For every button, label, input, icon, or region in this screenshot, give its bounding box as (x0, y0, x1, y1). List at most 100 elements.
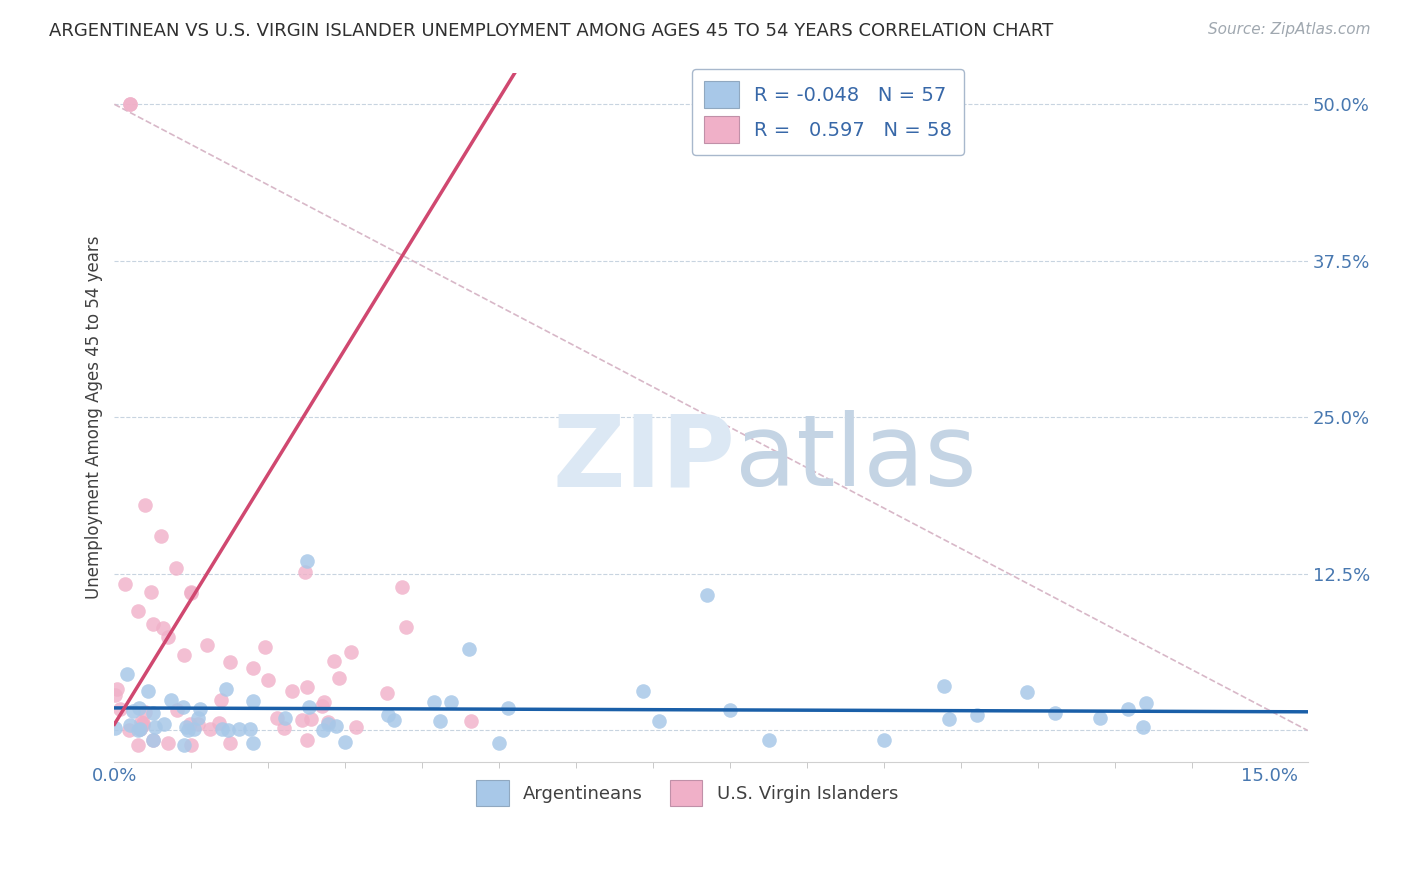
Point (128, 701, 150, 715)
Point (295, 733, 318, 747)
Point (183, 723, 205, 737)
Point (127, 723, 149, 737)
Point (873, 733, 896, 747)
Point (142, 617, 165, 632)
Point (335, 735, 357, 749)
Point (122, 704, 145, 718)
Point (1116, 702, 1139, 716)
Point (294, 566, 316, 580)
Text: ZIP: ZIP (553, 410, 735, 508)
Point (104, 688, 127, 702)
Point (460, 714, 482, 729)
Point (157, 736, 180, 750)
Point (429, 714, 451, 728)
Point (295, 680, 318, 694)
Point (118, 723, 141, 737)
Point (323, 654, 346, 668)
Point (423, 695, 446, 709)
Point (382, 713, 405, 727)
Point (647, 714, 669, 728)
Point (143, 720, 166, 734)
Point (318, 715, 340, 730)
Text: Source: ZipAtlas.com: Source: ZipAtlas.com (1208, 22, 1371, 37)
Point (344, 720, 367, 734)
Point (209, 693, 232, 707)
Point (127, 739, 149, 753)
Point (149, 529, 172, 543)
Point (1088, 711, 1111, 725)
Point (128, 722, 150, 736)
Point (173, 648, 195, 663)
Point (375, 685, 398, 699)
Point (291, 714, 314, 728)
Point (316, 716, 339, 731)
Point (134, 705, 156, 719)
Point (758, 733, 780, 747)
Point (105, 681, 128, 696)
Point (141, 706, 163, 721)
Point (257, 673, 280, 688)
Point (440, 695, 463, 709)
Point (966, 708, 988, 723)
Point (339, 645, 361, 659)
Point (172, 700, 194, 714)
Point (108, 702, 131, 716)
Point (1017, 685, 1039, 699)
Point (239, 723, 262, 737)
Point (198, 722, 221, 736)
Point (325, 719, 347, 733)
Point (217, 723, 239, 737)
Point (120, 718, 142, 732)
Point (488, 736, 510, 750)
Point (696, 588, 718, 602)
Point (281, 684, 304, 698)
Point (174, 720, 197, 734)
Point (496, 701, 519, 715)
Point (127, 605, 149, 619)
Point (180, 585, 202, 599)
Point (139, 584, 162, 599)
Point (134, 498, 156, 512)
Point (114, 577, 136, 591)
Point (173, 739, 195, 753)
Point (180, 739, 202, 753)
Point (394, 620, 416, 634)
Point (132, 718, 155, 732)
Point (1135, 696, 1157, 710)
Point (242, 694, 264, 708)
Point (295, 554, 318, 568)
Point (1132, 720, 1154, 734)
Point (187, 711, 209, 725)
Point (242, 736, 264, 750)
Point (195, 638, 218, 652)
Point (142, 733, 165, 747)
Point (211, 722, 233, 736)
Point (208, 716, 231, 731)
Point (157, 630, 180, 644)
Point (312, 695, 335, 709)
Point (311, 699, 333, 714)
Point (188, 702, 211, 716)
Point (132, 716, 155, 731)
Point (166, 704, 188, 718)
Point (274, 711, 297, 725)
Text: ARGENTINEAN VS U.S. VIRGIN ISLANDER UNEMPLOYMENT AMONG AGES 45 TO 54 YEARS CORRE: ARGENTINEAN VS U.S. VIRGIN ISLANDER UNEM… (49, 22, 1053, 40)
Point (266, 711, 288, 725)
Point (938, 712, 960, 726)
Point (273, 721, 295, 735)
Point (457, 642, 479, 657)
Point (328, 671, 350, 685)
Point (299, 712, 322, 726)
Point (187, 716, 209, 731)
Point (177, 723, 200, 737)
Point (153, 717, 176, 731)
Text: atlas: atlas (735, 410, 977, 508)
Point (179, 716, 201, 731)
Point (298, 699, 321, 714)
Point (165, 560, 187, 574)
Point (242, 661, 264, 675)
Legend: Argentineans, U.S. Virgin Islanders: Argentineans, U.S. Virgin Islanders (467, 771, 907, 814)
Point (932, 679, 955, 693)
Point (152, 621, 174, 635)
Point (103, 721, 125, 735)
